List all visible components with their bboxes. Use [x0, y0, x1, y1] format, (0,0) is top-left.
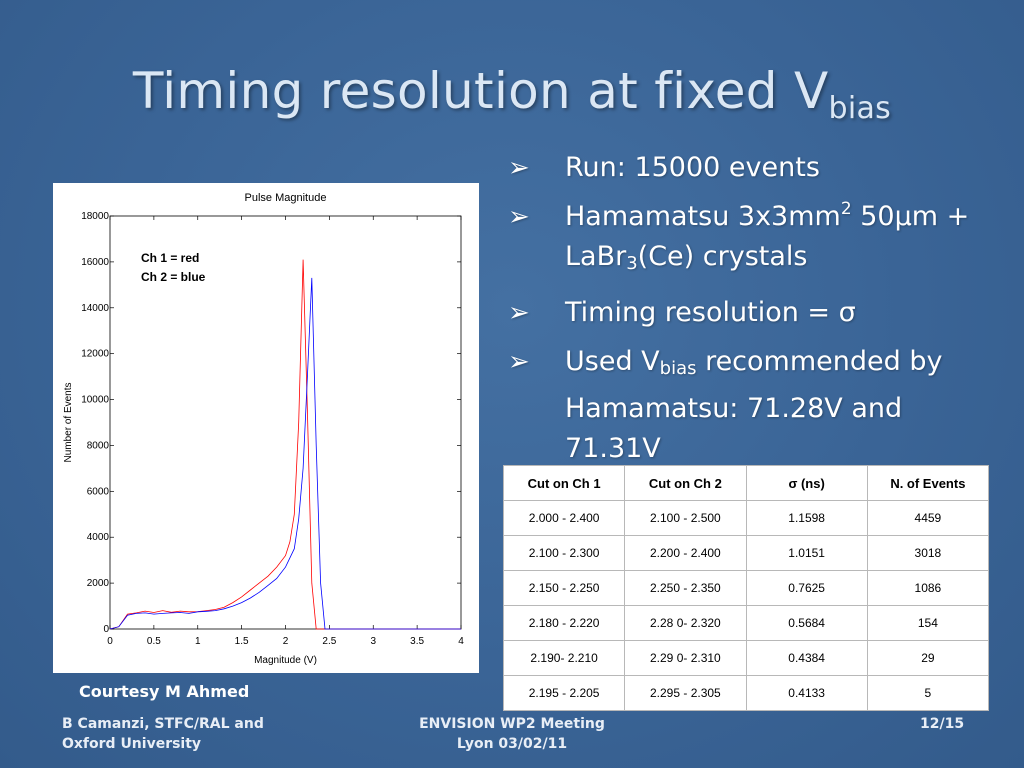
table-cell: 2.195 - 2.205: [502, 675, 626, 711]
x-tick-label: 0.5: [147, 636, 161, 647]
y-tick-label: 14000: [81, 303, 109, 314]
chart-legend-note: Ch 1 = red Ch 2 = blue: [141, 249, 205, 287]
table-cell: 1.0151: [745, 535, 868, 571]
table-cell: 2.100 - 2.500: [624, 500, 747, 536]
arrow-bullet-icon: ➢: [508, 202, 530, 232]
table-cell: 2.295 - 2.305: [624, 675, 747, 711]
table-row: 2.195 - 2.205 2.295 - 2.305 0.4133 5: [502, 675, 990, 711]
arrow-bullet-icon: ➢: [508, 298, 530, 328]
footer-page-number: 12/15: [920, 716, 965, 732]
table-row: 2.100 - 2.300 2.200 - 2.400 1.0151 3018: [502, 535, 990, 571]
arrow-bullet-icon: ➢: [508, 347, 530, 377]
table-cell: 2.150 - 2.250: [502, 570, 626, 606]
table-cell: 2.200 - 2.400: [624, 535, 747, 571]
table-cell: 2.100 - 2.300: [502, 535, 626, 571]
footer-author: B Camanzi, STFC/RAL and Oxford Universit…: [62, 714, 264, 754]
table-cell: 1.1598: [745, 500, 868, 536]
bullet-item: ➢ Hamamatsu 3x3mm2 50μm + LaBr3(Ce) cryst…: [508, 199, 970, 275]
y-tick-label: 4000: [87, 532, 110, 543]
y-tick-label: 10000: [81, 395, 109, 406]
y-axis-label: Number of Events: [63, 382, 74, 462]
x-tick-label: 4: [458, 636, 464, 647]
table-cell: 0.4133: [745, 675, 868, 711]
table-cell: 154: [866, 605, 990, 641]
x-tick-label: 0: [107, 636, 113, 647]
table-cell: 2.190- 2.210: [502, 640, 626, 676]
table-header-cell: Cut on Ch 2: [624, 465, 747, 501]
series-line-ch2: [109, 277, 461, 630]
table-cell: 2.250 - 2.350: [624, 570, 747, 606]
table-row: 2.180 - 2.220 2.28 0- 2.320 0.5684 154: [502, 605, 990, 641]
bullet-item: ➢ Used Vbias recommended by Hamamatsu: 71…: [508, 342, 998, 469]
y-tick-label: 8000: [87, 440, 110, 451]
footer-meeting-line: ENVISION WP2 Meeting: [419, 716, 605, 732]
table-body: 2.000 - 2.400 2.100 - 2.500 1.1598 4459 2.10…: [502, 500, 990, 711]
footer-meeting: ENVISION WP2 Meeting Lyon 03/02/11: [412, 714, 612, 754]
table-cell: 3018: [866, 535, 990, 571]
table-cell: 0.4384: [745, 640, 868, 676]
legend-entry-ch2: Ch 2 = blue: [141, 270, 206, 284]
footer-author-line: B Camanzi, STFC/RAL and: [62, 716, 264, 732]
chart-title: Pulse Magnitude: [245, 192, 327, 204]
y-tick-label: 18000: [81, 211, 109, 222]
footer-author-line: Oxford University: [62, 736, 202, 752]
table-header-cell: N. of Events: [866, 465, 990, 501]
series-line-ch1: [109, 259, 461, 630]
table-cell: 1086: [866, 570, 990, 606]
courtesy-caption: Courtesy M Ahmed: [79, 682, 250, 701]
x-axis-label: Magnitude (V): [254, 655, 317, 666]
table-cell: 0.5684: [745, 605, 868, 641]
table-cell: 2.29 0- 2.310: [624, 640, 747, 676]
table-cell: 4459: [866, 500, 990, 536]
y-tick-label: 2000: [87, 578, 110, 589]
x-tick-label: 2.5: [322, 636, 336, 647]
table-cell: 2.000 - 2.400: [502, 500, 626, 536]
y-tick-label: 12000: [81, 349, 109, 360]
bullet-list: ➢ Run: 15000 events ➢ Hamamatsu 3x3mm2 50μm…: [508, 148, 998, 478]
slide-title: Timing resolution at fixed Vbias: [132, 62, 892, 126]
table-header-cell: Cut on Ch 1: [502, 465, 626, 501]
table-header-cell: σ (ns): [745, 465, 868, 501]
bullet-item: ➢ Run: 15000 events: [508, 148, 998, 188]
table-cell: 29: [866, 640, 990, 676]
legend-entry-ch1: Ch 1 = red: [141, 251, 200, 265]
table-cell: 0.7625: [745, 570, 868, 606]
y-tick-label: 0: [103, 624, 109, 635]
table-row: 2.190- 2.210 2.29 0- 2.310 0.4384 29: [502, 640, 990, 676]
x-tick-label: 3: [370, 636, 376, 647]
arrow-bullet-icon: ➢: [508, 153, 530, 183]
bullet-item: ➢ Timing resolution = σ: [508, 293, 998, 333]
table-row: 2.000 - 2.400 2.100 - 2.500 1.1598 4459: [502, 500, 990, 536]
chart-svg: Pulse Magnitude 0 0.5 1 1.5 2 2.5 3 3.5 4 0 2000 400…: [63, 192, 464, 666]
footer-meeting-line: Lyon 03/02/11: [456, 736, 568, 752]
x-tick-label: 3.5: [410, 636, 424, 647]
y-tick-label: 16000: [81, 257, 109, 268]
table-cell: 2.180 - 2.220: [502, 605, 626, 641]
x-tick-label: 1: [195, 636, 201, 647]
x-tick-label: 1.5: [235, 636, 249, 647]
table-cell: 5: [866, 675, 990, 711]
table-row: 2.150 - 2.250 2.250 - 2.350 0.7625 1086: [502, 570, 990, 606]
pulse-magnitude-chart: Pulse Magnitude 0 0.5 1 1.5 2 2.5 3 3.5 4 0 2000 400…: [53, 183, 479, 673]
y-tick-label: 6000: [87, 486, 110, 497]
x-tick-label: 2: [283, 636, 289, 647]
table-cell: 2.28 0- 2.320: [624, 605, 747, 641]
